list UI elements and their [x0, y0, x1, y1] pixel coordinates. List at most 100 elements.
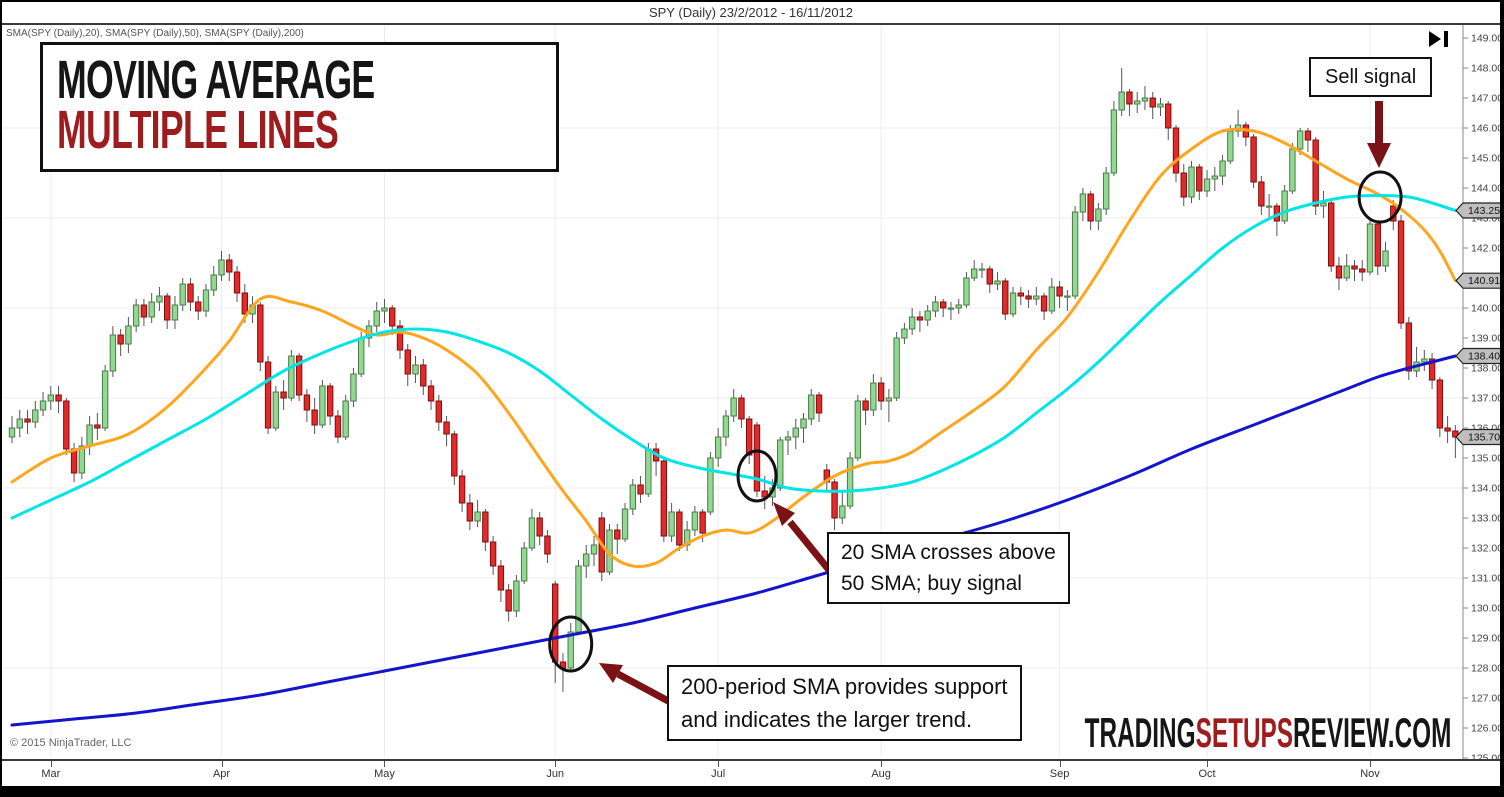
sell-signal-callout: Sell signal [1309, 57, 1433, 97]
candle [699, 511, 706, 534]
candle [1180, 172, 1187, 198]
candle [994, 280, 1001, 285]
candle [334, 415, 342, 438]
candle [1436, 379, 1444, 429]
candle [528, 517, 536, 549]
candle [955, 304, 962, 309]
candle [257, 304, 264, 363]
time-axis[interactable]: Mar Apr May Jun Jul Aug Sep Oct Nov [2, 759, 1500, 786]
candle [78, 445, 86, 474]
price-chart-canvas[interactable]: 125.00 126.00 127.00 128.00 129.00 130.00 131.… [2, 25, 1504, 759]
go-to-latest-icon[interactable] [1428, 30, 1454, 48]
candle [815, 394, 823, 414]
month-tick [1059, 761, 1061, 767]
candle [505, 589, 512, 612]
candle [1087, 193, 1094, 222]
candle [404, 349, 411, 375]
candle [583, 553, 590, 567]
candle [94, 424, 101, 429]
candle [924, 310, 931, 321]
candle [1149, 97, 1156, 108]
price-tick-label: 128.00 [1471, 663, 1503, 675]
price-tick-label: 129.00 [1471, 633, 1503, 645]
headline-title: MOVING AVERAGE [57, 50, 375, 110]
candle [1397, 220, 1405, 324]
price-tick-label: 137.00 [1471, 393, 1503, 405]
candle [396, 325, 404, 351]
candle [466, 502, 474, 522]
candle [303, 394, 311, 411]
price-marker-value: 135.70 [1468, 432, 1500, 444]
candle [893, 337, 900, 399]
price-axis[interactable]: 125.00 126.00 127.00 128.00 129.00 130.00 131.… [1462, 25, 1503, 759]
candle [39, 400, 47, 411]
candle [753, 424, 761, 492]
candle [761, 490, 768, 498]
candle [1172, 127, 1180, 174]
price-tick-label: 140.00 [1471, 303, 1503, 315]
month-label-sep: Sep [1049, 768, 1070, 780]
price-marker-value: 140.91 [1468, 275, 1500, 287]
candle [1328, 202, 1335, 267]
candle [125, 325, 132, 345]
candle [148, 301, 155, 318]
candle [1227, 130, 1234, 162]
candle [544, 535, 551, 555]
price-tick-label: 135.00 [1471, 453, 1503, 465]
month-tick [718, 761, 720, 767]
candle [350, 373, 357, 402]
candle [187, 283, 194, 303]
candle [1343, 265, 1350, 279]
candle [1056, 286, 1063, 297]
candle [986, 268, 993, 285]
candle [86, 424, 93, 447]
candle [877, 382, 885, 402]
headline-subtitle: MULTIPLE LINES [57, 100, 339, 160]
price-tick-label: 146.00 [1471, 123, 1503, 135]
candle [70, 448, 78, 474]
candle [264, 361, 272, 429]
sell-signal-label: Sell signal [1325, 66, 1417, 88]
candle [458, 475, 466, 504]
candles-layer [8, 68, 1459, 692]
month-tick [881, 761, 883, 767]
candle [1265, 205, 1273, 208]
candle [179, 283, 186, 306]
candle [132, 304, 140, 327]
month-label-oct: Oct [1198, 768, 1216, 780]
candle [854, 400, 862, 459]
candle [451, 433, 458, 477]
candle [233, 271, 241, 294]
month-tick [555, 761, 557, 767]
candle [808, 394, 815, 420]
candle [1110, 109, 1118, 174]
buy-signal-line2: 50 SMA; buy signal [841, 572, 1022, 595]
candle [342, 400, 349, 438]
candle [520, 547, 528, 582]
candle [738, 397, 745, 420]
candle [1312, 139, 1319, 207]
candle [140, 304, 148, 318]
month-label-mar: Mar [41, 768, 61, 780]
candle [1320, 202, 1327, 207]
month-label-aug: Aug [871, 768, 891, 780]
price-tick-label: 149.00 [1471, 33, 1503, 45]
candle [870, 382, 877, 411]
price-tick-label: 130.00 [1471, 603, 1503, 615]
sma-50-line [10, 194, 1457, 520]
candle [482, 511, 489, 543]
candle [862, 400, 869, 411]
candle [311, 409, 318, 426]
support-callout: 200-period SMA provides support and indi… [667, 665, 1022, 741]
candle [195, 301, 202, 312]
candle [109, 334, 117, 372]
watermark-part1: TRADING [1084, 709, 1196, 756]
candle [1405, 322, 1412, 372]
price-marker-value: 143.25 [1468, 205, 1500, 217]
candle [1025, 295, 1032, 300]
candle [1428, 358, 1436, 381]
month-tick [1207, 761, 1209, 767]
candle [916, 316, 924, 321]
candle [1095, 208, 1102, 222]
